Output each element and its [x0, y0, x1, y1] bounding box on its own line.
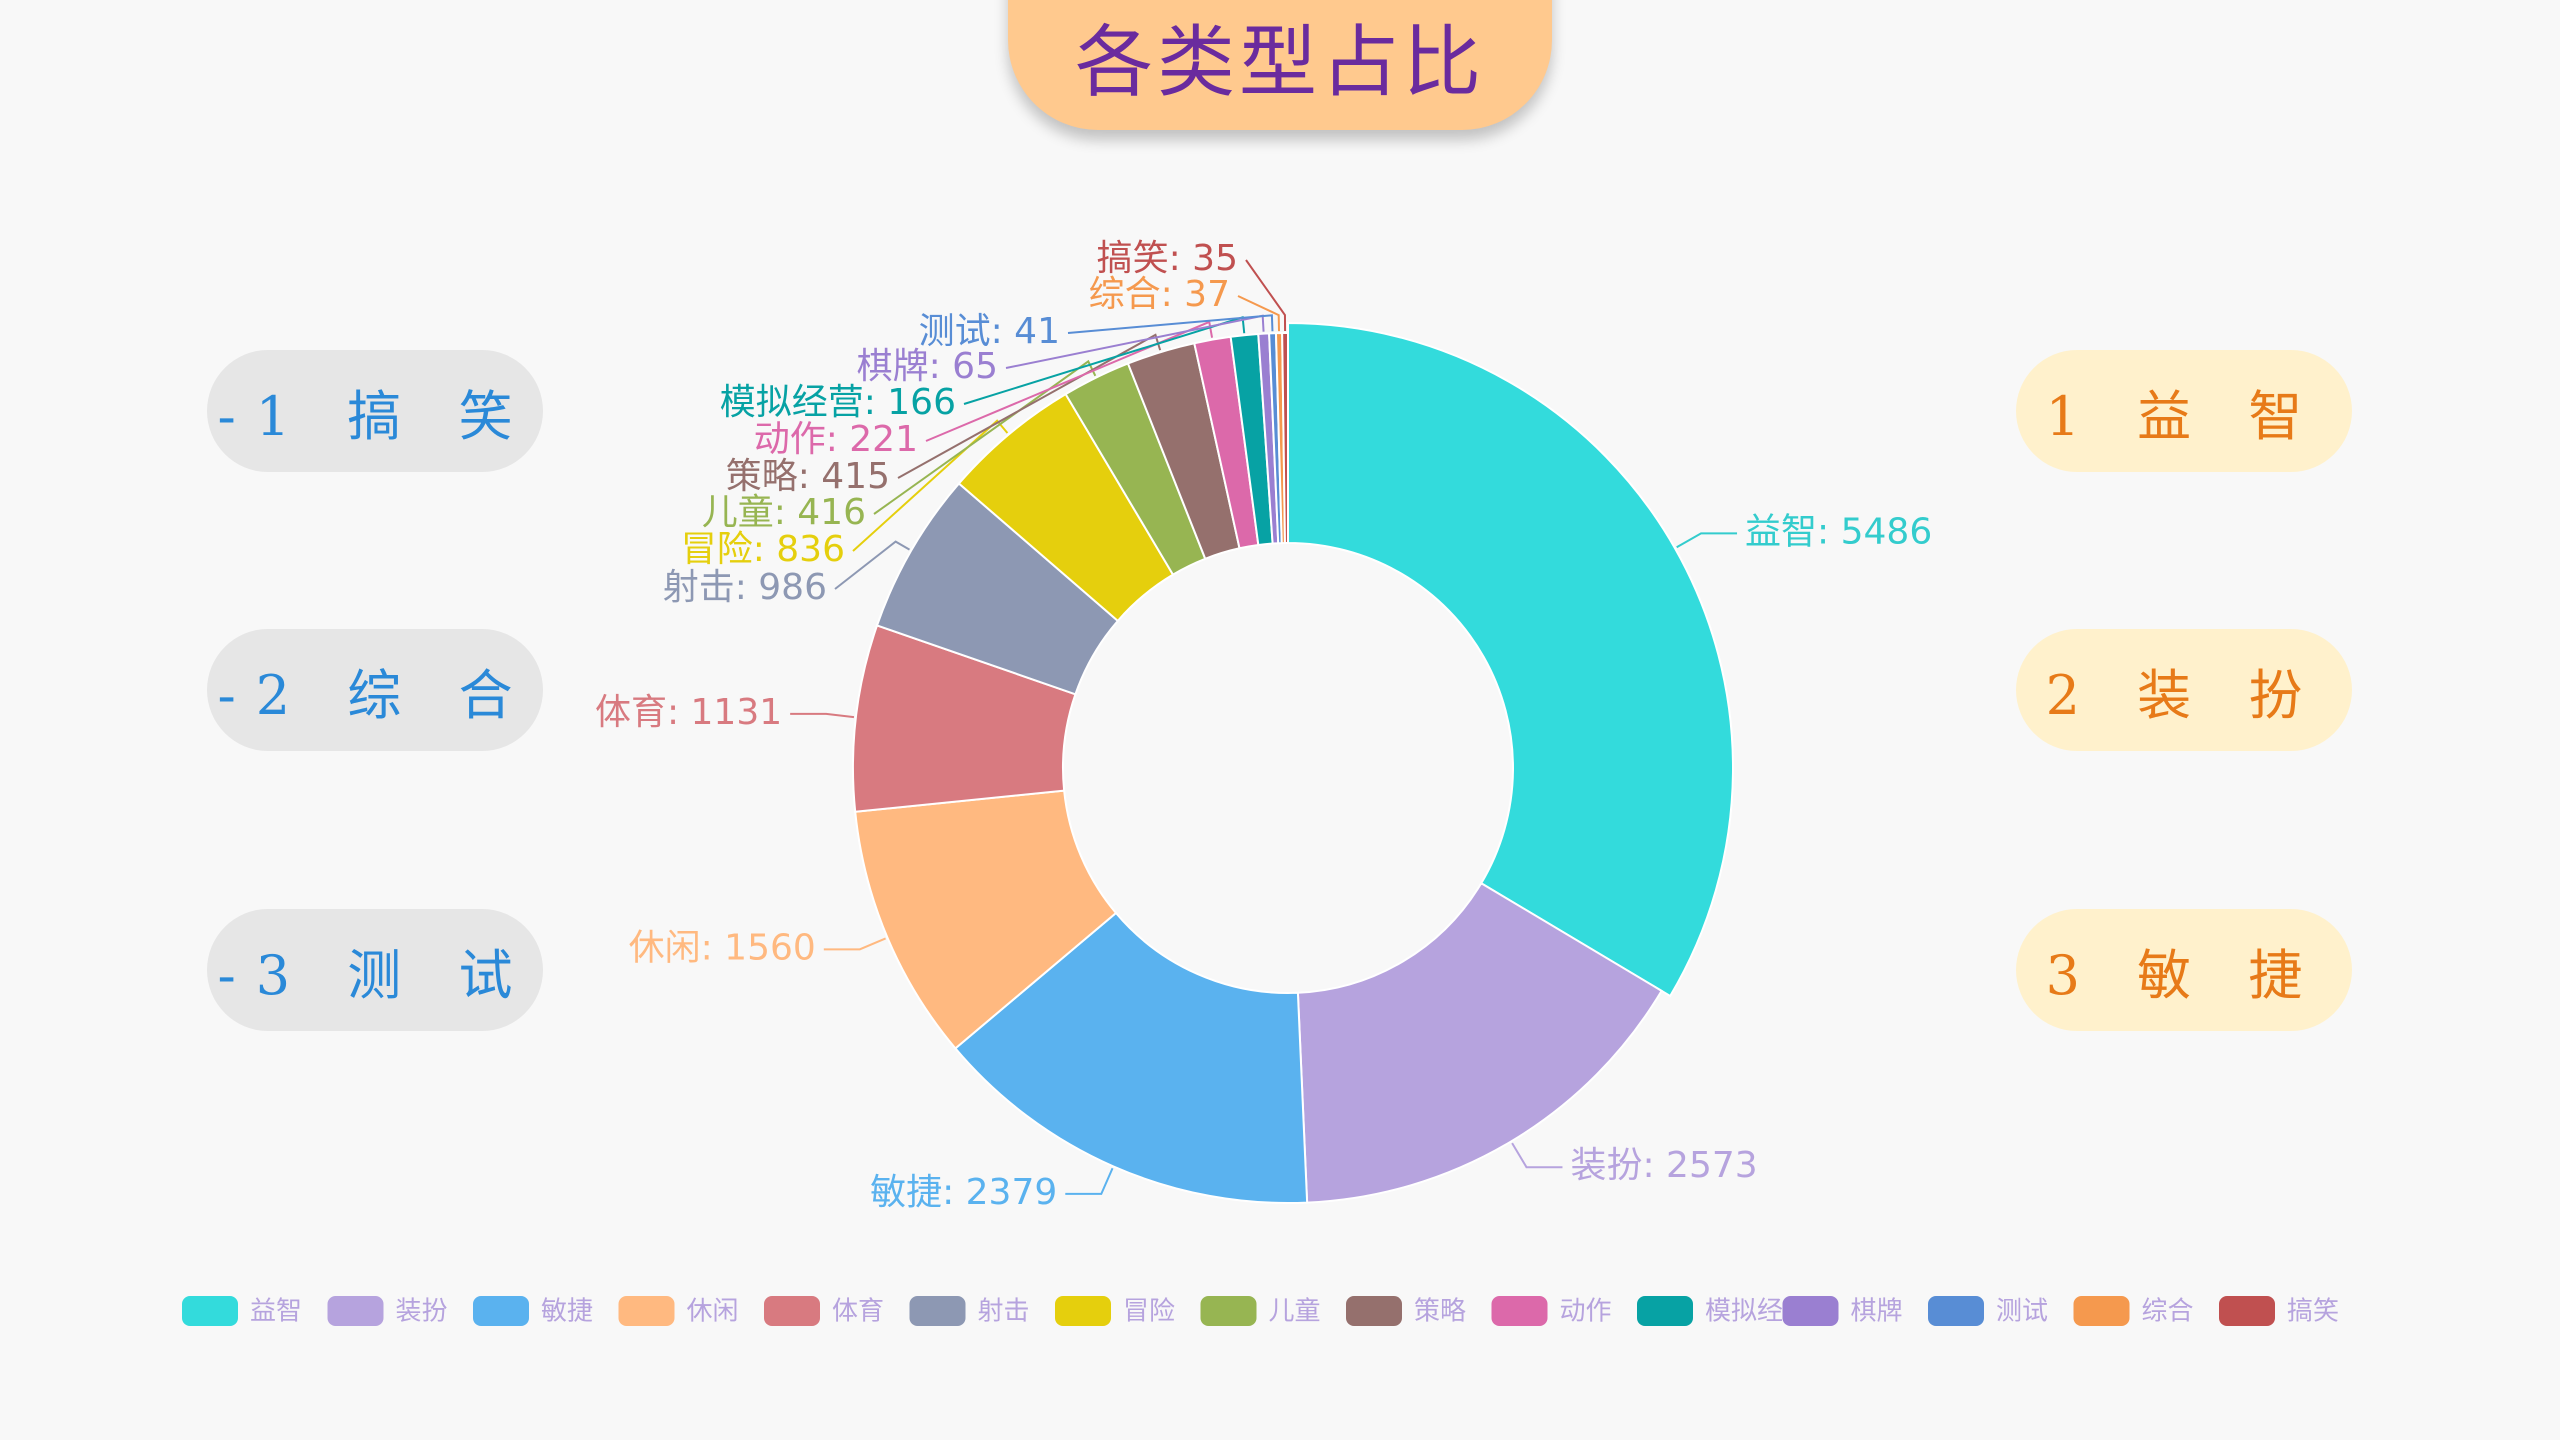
slice-休闲[interactable] [854, 789, 1118, 1050]
rank-button-minus-2[interactable]: -2 综 合 [207, 629, 543, 751]
slice-label-搞笑: 搞笑: 35 [1097, 238, 1238, 279]
rank-button-2[interactable]: 2 装 扮 [2016, 629, 2352, 751]
legend-item-体育[interactable]: 体育 [832, 1297, 884, 1327]
legend-swatch-综合[interactable] [2073, 1296, 2130, 1326]
legend-item-棋牌[interactable]: 棋牌 [1851, 1297, 1903, 1327]
label-line-冒险 [852, 419, 1009, 552]
label-line-敏捷 [1065, 1167, 1114, 1195]
legend-swatch-测试[interactable] [1928, 1296, 1984, 1326]
slice-label-模拟经营: 模拟经营: 166 [720, 382, 956, 423]
label-line-益智 [1676, 532, 1738, 549]
label-line-装扮 [1511, 1142, 1563, 1169]
label-line-测试 [1067, 314, 1274, 334]
rank-button-1[interactable]: 1 益 智 [2016, 350, 2352, 472]
legend-swatch-敏捷[interactable] [473, 1296, 529, 1326]
slice-label-益智: 益智: 5486 [1745, 511, 1932, 552]
slice-label-动作: 动作: 221 [754, 419, 918, 460]
legend-item-儿童[interactable]: 儿童 [1269, 1297, 1321, 1327]
slice-装扮[interactable] [1296, 881, 1663, 1204]
legend-swatch-搞笑[interactable] [2219, 1296, 2275, 1326]
legend-item-休闲[interactable]: 休闲 [687, 1297, 739, 1327]
label-line-策略 [897, 333, 1162, 479]
legend-swatch-模拟经营[interactable] [1637, 1296, 1693, 1326]
legend-swatch-棋牌[interactable] [1782, 1296, 1839, 1326]
slice-label-装扮: 装扮: 2573 [1570, 1145, 1757, 1186]
legend-swatch-儿童[interactable] [1200, 1296, 1257, 1326]
slice-label-棋牌: 棋牌: 65 [857, 346, 998, 387]
page-title: 各类型占比 [1074, 18, 1485, 108]
label-line-休闲 [823, 937, 886, 951]
legend-item-综合[interactable]: 综合 [2142, 1297, 2194, 1327]
legend-item-装扮[interactable]: 装扮 [396, 1297, 448, 1327]
legend-item-搞笑[interactable]: 搞笑 [2287, 1297, 2339, 1327]
legend-swatch-策略[interactable] [1346, 1296, 1402, 1326]
label-line-综合 [1237, 295, 1281, 332]
label-line-射击 [834, 540, 911, 590]
label-line-搞笑 [1245, 259, 1287, 332]
legend-swatch-射击[interactable] [909, 1296, 966, 1326]
slice-label-敏捷: 敏捷: 2379 [870, 1172, 1057, 1213]
legend-swatch-益智[interactable] [182, 1296, 238, 1326]
legend-swatch-装扮[interactable] [327, 1296, 384, 1326]
slice-益智[interactable] [1287, 321, 1734, 998]
legend-item-敏捷[interactable]: 敏捷 [541, 1297, 593, 1327]
legend-item-测试[interactable]: 测试 [1996, 1297, 2048, 1327]
legend-item-射击[interactable]: 射击 [978, 1297, 1030, 1327]
rank-button-3[interactable]: 3 敏 捷 [2016, 909, 2352, 1031]
legend-item-冒险[interactable]: 冒险 [1123, 1297, 1175, 1327]
slice-label-策略: 策略: 415 [726, 456, 890, 497]
slice-搞笑[interactable] [1281, 331, 1289, 545]
slice-label-休闲: 休闲: 1560 [629, 927, 816, 968]
slice-label-综合: 综合: 37 [1089, 274, 1230, 315]
legend-swatch-动作[interactable] [1491, 1296, 1548, 1326]
label-line-动作 [925, 320, 1214, 442]
legend-item-益智[interactable]: 益智 [250, 1297, 302, 1327]
rank-button-minus-1[interactable]: -1 搞 笑 [207, 350, 543, 472]
slice-label-体育: 体育: 1131 [595, 692, 782, 733]
legend-swatch-体育[interactable] [764, 1296, 820, 1326]
rank-button-minus-3[interactable]: -3 测 试 [207, 909, 543, 1031]
slice-label-射击: 射击: 986 [663, 567, 827, 608]
slice-label-儿童: 儿童: 416 [702, 492, 866, 533]
label-line-体育 [790, 712, 855, 719]
slice-label-测试: 测试: 41 [919, 311, 1060, 352]
legend-swatch-休闲[interactable] [618, 1296, 675, 1326]
title-tab: 各类型占比 [1008, 0, 1552, 130]
legend-item-动作[interactable]: 动作 [1560, 1297, 1612, 1327]
legend-item-策略[interactable]: 策略 [1414, 1297, 1466, 1327]
slice-敏捷[interactable] [953, 911, 1309, 1204]
legend-swatch-冒险[interactable] [1055, 1296, 1111, 1326]
slice-label-冒险: 冒险: 836 [681, 529, 845, 570]
